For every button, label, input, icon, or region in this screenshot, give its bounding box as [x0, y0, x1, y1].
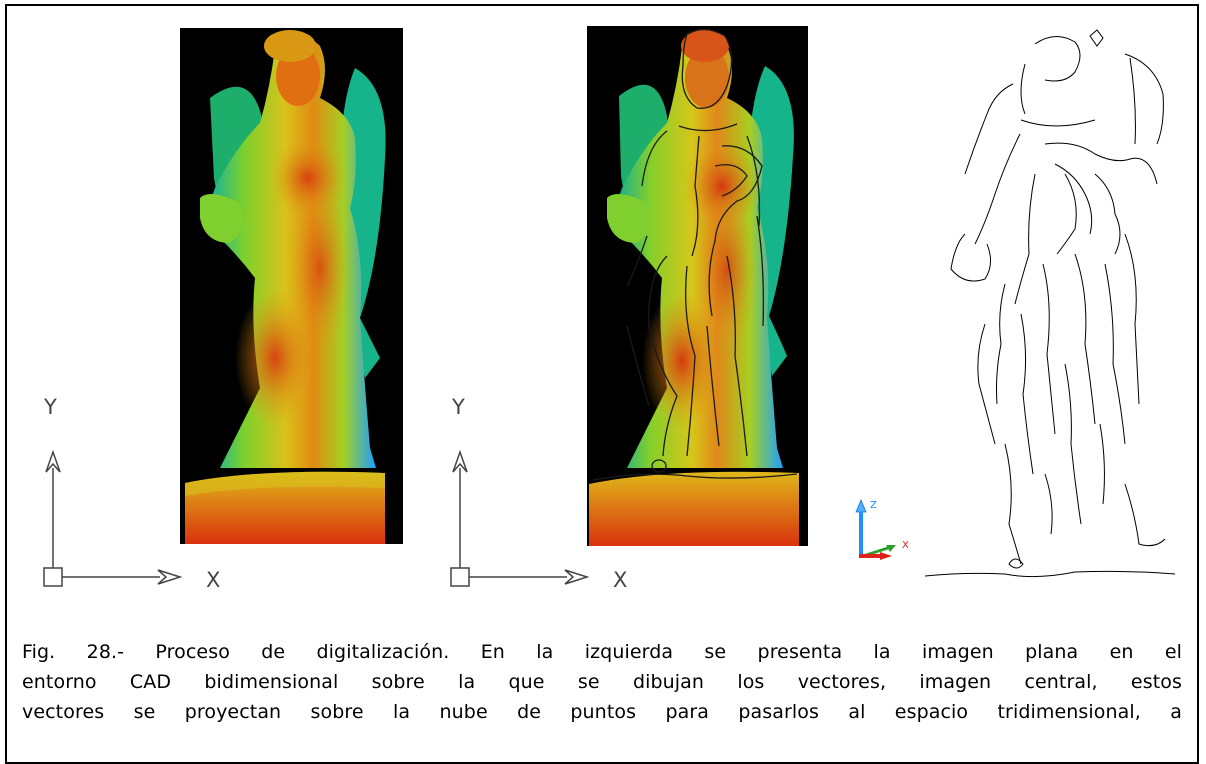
extracted-vector-drawing: [925, 24, 1180, 592]
ucs-3d-icon: Z X: [850, 490, 922, 572]
caption-line-2: entorno CAD bidimensional sobre la que s…: [22, 671, 1182, 693]
axis-icon-2d-left: Y X: [20, 392, 240, 607]
point-cloud-image-left: [180, 28, 403, 544]
caption-line-3: vectores se proyectan sobre la nube de p…: [22, 701, 1182, 723]
ucs-z-label: Z: [870, 500, 877, 511]
x-axis-label: X: [206, 568, 220, 592]
axis-icon-2d-center: Y X: [432, 392, 652, 607]
y-axis-label: Y: [451, 395, 465, 419]
y-axis-label: Y: [43, 395, 57, 419]
caption-line-1: Fig. 28.- Proceso de digitalización. En …: [22, 641, 1182, 663]
figure-caption: Fig. 28.- Proceso de digitalización. En …: [22, 637, 1182, 727]
point-cloud-image-with-vectors: [587, 26, 808, 546]
x-axis-label: X: [613, 568, 627, 592]
ucs-x-label: X: [902, 540, 909, 551]
